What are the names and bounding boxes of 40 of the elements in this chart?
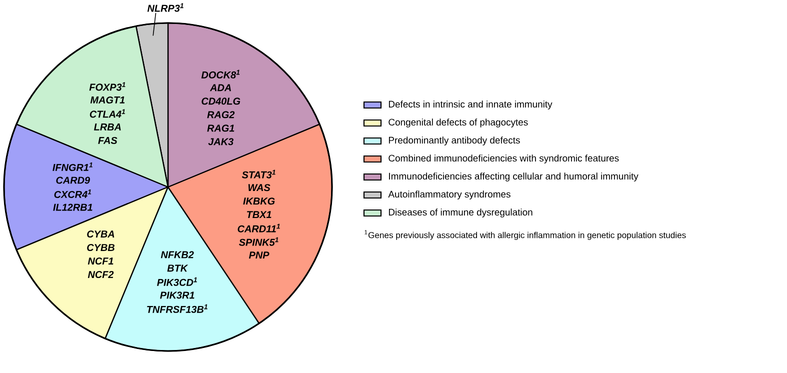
- text: TNFRSF13B$^{1}$: [147, 304, 208, 313]
- text: NLRP3$^{1}$: [147, 3, 184, 12]
- text: RAG1: [207, 124, 234, 132]
- text: CARD9: [56, 176, 90, 184]
- text: PIK3R1: [160, 292, 194, 299]
- text: LRBA: [94, 124, 121, 130]
- legend-label: Predominantly antibody defects: [388, 136, 520, 146]
- text: DOCK8$^{1}$: [201, 70, 240, 78]
- text: NFKB2: [160, 251, 194, 258]
- text: IFNGR1$^{1}$: [52, 162, 92, 172]
- legend-label: Congenital defects of phagocytes: [388, 118, 528, 128]
- legend-label: Combined immunodeficiencies with syndromic features: [388, 154, 619, 164]
- text: CXCR4$^{1}$: [54, 189, 92, 198]
- text: BTK: [167, 264, 188, 272]
- text: CTLA4$^{1}$: [90, 109, 126, 118]
- text: PIK3CD$^{1}$: [157, 277, 197, 286]
- text: PNP: [248, 252, 270, 259]
- text: $^{1}$Genes previously associated with allergic inflammation in genetic population studies: [364, 230, 686, 240]
- text: CARD11$^{1}$: [238, 224, 280, 232]
- text: RAG2: [207, 111, 235, 118]
- text: TBX1: [247, 211, 272, 218]
- text: IL12RB1: [53, 204, 92, 211]
- text: ADA: [210, 84, 231, 92]
- legend-label: Defects in intrinsic and innate immunity: [388, 100, 552, 110]
- text: NCF2: [88, 270, 114, 278]
- text: IKBKG: [243, 198, 275, 205]
- text: JAK3: [208, 138, 234, 146]
- text: CYBA: [87, 230, 114, 238]
- text: MAGT1: [90, 96, 125, 104]
- legend-label: Autoinflammatory syndromes: [388, 190, 510, 200]
- text: STAT3$^{1}$: [242, 170, 276, 178]
- text: CD40LG: [202, 98, 240, 105]
- legend-label: Immunodeficiencies affecting cellular and humoral immunity: [389, 172, 638, 182]
- text: NCF1: [88, 257, 114, 265]
- text: SPINK5$^{1}$: [238, 237, 278, 246]
- text: FOXP3$^{1}$: [89, 82, 126, 91]
- text: CYBB: [87, 244, 114, 252]
- text: FAS: [98, 136, 118, 144]
- legend-label: Diseases of immune dysregulation: [388, 208, 532, 218]
- text: WAS: [248, 184, 270, 192]
